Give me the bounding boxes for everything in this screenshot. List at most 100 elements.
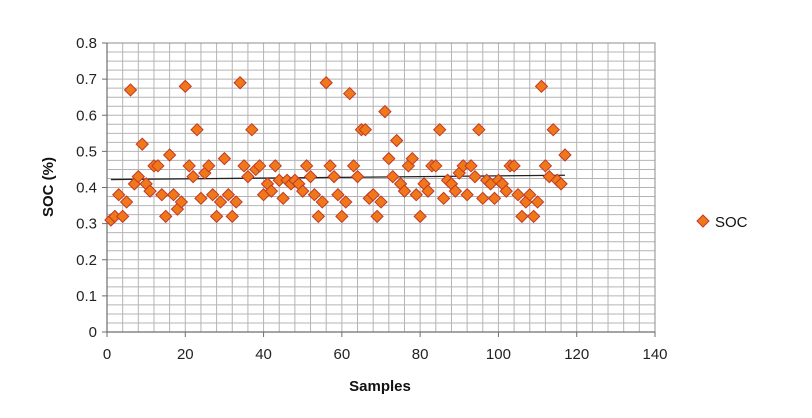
legend: SOC: [696, 214, 748, 231]
y-tick-label: 0: [89, 324, 97, 341]
data-point: [472, 122, 486, 137]
data-point: [209, 209, 224, 224]
x-tick-label: 0: [103, 346, 111, 363]
data-point: [213, 195, 228, 209]
data-points: [104, 76, 572, 227]
data-point: [252, 159, 267, 173]
data-point: [515, 209, 529, 224]
data-point: [221, 188, 236, 202]
data-point: [174, 195, 189, 209]
data-point: [225, 209, 239, 224]
data-point: [530, 195, 545, 209]
data-point: [194, 191, 208, 206]
data-point: [511, 188, 525, 202]
x-tick-label: 80: [412, 346, 429, 363]
data-point: [534, 79, 549, 94]
data-point: [382, 151, 396, 166]
x-axis-title: Samples: [349, 378, 411, 395]
data-point: [296, 184, 310, 198]
data-point: [229, 195, 243, 209]
data-point: [143, 184, 157, 198]
data-point: [311, 209, 326, 224]
data-point: [346, 159, 361, 173]
data-point: [413, 209, 427, 224]
data-point: [554, 177, 568, 191]
x-tick-label: 20: [177, 346, 194, 363]
data-point: [436, 191, 451, 206]
data-point: [464, 159, 478, 173]
y-tick-label: 0.1: [76, 288, 97, 305]
x-axis-tick-labels: 0 20 40 60 80 100 120 140: [103, 332, 668, 363]
data-point: [233, 76, 247, 90]
data-point: [205, 188, 220, 202]
data-point: [335, 209, 349, 224]
data-point: [331, 188, 345, 202]
data-point: [190, 122, 204, 137]
data-point: [155, 188, 169, 202]
data-point: [115, 209, 130, 224]
data-point: [370, 209, 384, 224]
data-point: [264, 184, 279, 198]
data-point: [476, 191, 490, 206]
data-point: [323, 159, 337, 173]
data-point: [378, 104, 392, 119]
y-tick-label: 0.3: [76, 216, 97, 233]
y-tick-label: 0.6: [76, 107, 97, 124]
data-point: [487, 191, 502, 206]
data-point: [217, 151, 232, 166]
data-point: [374, 195, 388, 209]
data-point: [276, 191, 290, 206]
data-point: [131, 169, 146, 184]
y-tick-label: 0.4: [76, 180, 97, 197]
data-point: [202, 159, 216, 173]
data-point: [112, 188, 126, 202]
data-point: [315, 195, 329, 209]
legend-marker-diamond: [696, 214, 710, 228]
data-point: [135, 137, 149, 151]
data-point: [389, 133, 404, 148]
data-point: [268, 159, 283, 173]
data-point: [237, 159, 251, 173]
data-point: [526, 209, 541, 224]
x-tick-label: 100: [486, 346, 511, 363]
x-tick-label: 60: [334, 346, 351, 363]
data-point: [299, 159, 314, 173]
data-point: [350, 169, 365, 184]
legend-label-soc: SOC: [715, 214, 748, 231]
data-point: [151, 159, 165, 173]
data-point: [429, 159, 443, 173]
data-point: [119, 195, 134, 209]
data-point: [546, 122, 560, 137]
data-point: [542, 169, 557, 184]
data-point: [123, 83, 138, 97]
y-tick-label: 0.5: [76, 143, 97, 160]
data-point: [327, 169, 341, 184]
data-point: [307, 188, 322, 202]
x-tick-label: 40: [255, 346, 272, 363]
data-point: [507, 159, 521, 173]
data-point: [523, 188, 537, 202]
data-point: [241, 169, 255, 184]
data-point: [558, 148, 572, 162]
data-point: [303, 169, 318, 184]
data-point: [245, 122, 259, 137]
data-point: [339, 195, 353, 209]
data-point: [538, 159, 553, 173]
data-point: [162, 148, 177, 162]
data-point: [166, 188, 181, 202]
y-tick-label: 0.2: [76, 252, 97, 269]
data-point: [448, 184, 463, 198]
data-point: [433, 122, 447, 137]
y-axis-title: SOC (%): [40, 157, 57, 217]
x-tick-label: 120: [564, 346, 589, 363]
data-point: [460, 188, 474, 202]
y-axis-tick-labels: 0 0.1 0.2 0.3 0.4 0.5 0.6 0.7 0.8: [76, 35, 107, 341]
data-point: [358, 122, 373, 137]
data-point: [182, 159, 196, 173]
data-point: [159, 209, 173, 224]
x-tick-label: 140: [642, 346, 667, 363]
y-tick-label: 0.8: [76, 35, 97, 52]
data-point: [421, 184, 435, 198]
data-point: [186, 169, 200, 184]
